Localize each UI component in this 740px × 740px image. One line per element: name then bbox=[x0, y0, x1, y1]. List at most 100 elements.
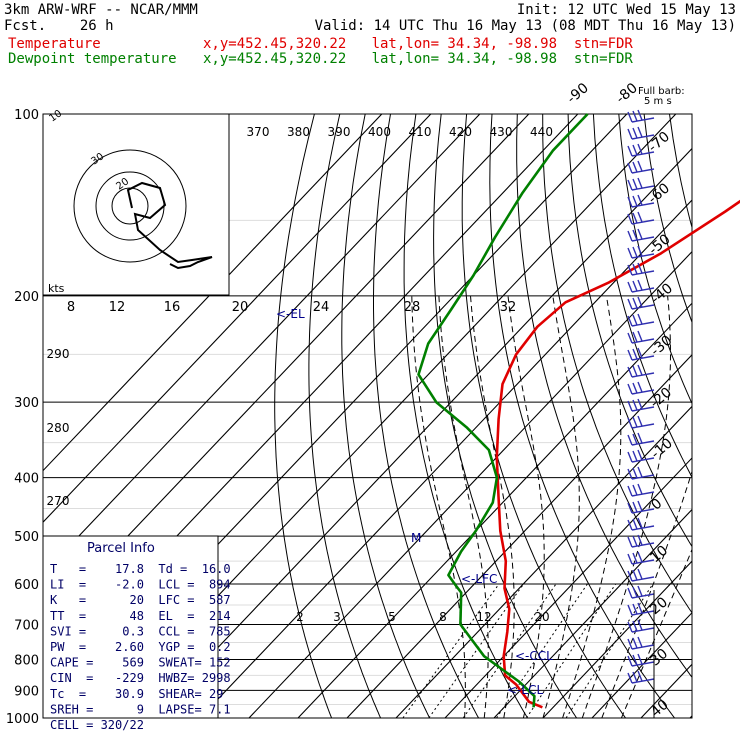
valid-time: Valid: 14 UTC Thu 16 May 13 (08 MDT Thu … bbox=[314, 18, 736, 34]
parcel-info-row: SVI = 0.3 CCL = 785 bbox=[50, 624, 231, 638]
isotherm bbox=[248, 250, 692, 718]
wind-barb-shaft bbox=[631, 457, 655, 463]
wind-barb-flag bbox=[627, 451, 633, 463]
theta-label-390: 390 bbox=[328, 125, 351, 139]
marker-lcl: <-LCL bbox=[507, 683, 543, 697]
wind-barb-flag bbox=[637, 517, 643, 529]
wind-barb-flag bbox=[627, 128, 633, 140]
wind-barb-flag bbox=[627, 298, 633, 310]
wind-barb-flag bbox=[637, 126, 643, 138]
wind-barb-shaft bbox=[631, 270, 655, 276]
wind-barb-shaft bbox=[631, 440, 655, 446]
model-title: 3km ARW-WRF -- NCAR/MMM bbox=[4, 2, 198, 18]
theta-label-430: 430 bbox=[490, 125, 513, 139]
wind-barb-flag bbox=[632, 195, 638, 207]
wind-barb-flag bbox=[627, 468, 633, 480]
wind-barb-shaft bbox=[631, 576, 655, 582]
isotherm bbox=[43, 114, 432, 524]
wind-barb-flag bbox=[637, 194, 643, 206]
wind-barb-flag bbox=[627, 604, 633, 616]
wind-barb-flag bbox=[632, 382, 638, 394]
theta-label-400: 400 bbox=[368, 125, 391, 139]
parcel-info-row: PW = 2.60 YGP = 0.2 bbox=[50, 640, 231, 654]
wind-barb-flag bbox=[632, 603, 638, 615]
legend-temperature-name: Temperature bbox=[8, 36, 101, 52]
wind-barb-shaft bbox=[631, 389, 655, 395]
wind-barb-flag bbox=[627, 638, 633, 650]
pressure-tick-200: 200 bbox=[14, 290, 39, 305]
wind-barb-flag bbox=[632, 365, 638, 377]
wind-barb-flag bbox=[637, 228, 643, 240]
wind-barb-flag bbox=[627, 315, 633, 327]
wind-barb-shaft bbox=[631, 168, 655, 174]
theta-label-410: 410 bbox=[409, 125, 432, 139]
wind-barb-flag bbox=[632, 433, 638, 445]
pressure-tick-400: 400 bbox=[14, 472, 39, 487]
wind-barb-flag bbox=[627, 400, 633, 412]
wind-barb-flag bbox=[632, 280, 638, 292]
dry-adiabat bbox=[618, 114, 692, 405]
isotherm bbox=[493, 508, 692, 718]
wind-barb-flag bbox=[637, 109, 643, 121]
wind-barb-flag bbox=[627, 162, 633, 174]
wind-barb-flag bbox=[627, 621, 633, 633]
wind-barb-flag bbox=[627, 672, 633, 684]
parcel-info-row: CELL = 320/22 bbox=[50, 718, 144, 732]
marker-m: M bbox=[411, 531, 421, 545]
dry-adiabat bbox=[567, 114, 692, 548]
theta-label-440: 440 bbox=[530, 125, 553, 139]
wind-barb-flag bbox=[632, 569, 638, 581]
temp-tick-0: 0 bbox=[648, 496, 665, 514]
temp-tick-20: 20 bbox=[647, 594, 671, 618]
wind-barb-flag bbox=[632, 110, 638, 122]
wind-barb-shaft bbox=[631, 117, 655, 123]
isotherm bbox=[43, 114, 383, 472]
barb-legend-title: Full barb: bbox=[638, 86, 685, 97]
hodograph-unit-label: kts bbox=[48, 282, 65, 295]
wind-barb-flag bbox=[627, 111, 633, 123]
mixing-ratio-label-5: 5 bbox=[388, 610, 396, 624]
wind-barb-flag bbox=[637, 432, 643, 444]
wind-barb-flag bbox=[637, 347, 643, 359]
theta-e-label-290: 290 bbox=[47, 347, 70, 361]
dry-adiabat bbox=[403, 114, 529, 718]
isotherm bbox=[199, 199, 692, 718]
moist-adiabat bbox=[562, 295, 622, 718]
wind-barb-flag bbox=[637, 398, 643, 410]
wind-barb-flag bbox=[627, 145, 633, 157]
wind-barb-flag bbox=[632, 484, 638, 496]
wind-barb-shaft bbox=[631, 491, 655, 497]
wind-barb-shaft bbox=[631, 185, 655, 191]
dry-adiabat bbox=[308, 114, 382, 718]
parcel-info-row: Tc = 30.9 SHEAR= 29 bbox=[50, 687, 223, 701]
mixing-ratio-line bbox=[565, 583, 654, 718]
wind-barb-flag bbox=[627, 349, 633, 361]
pressure-tick-800: 800 bbox=[14, 653, 39, 668]
wind-barb-shaft bbox=[631, 644, 655, 650]
wind-barb-flag bbox=[637, 653, 643, 665]
mixing-ratio-line bbox=[402, 583, 500, 718]
parcel-info-row: LI = -2.0 LCL = 894 bbox=[50, 578, 231, 592]
wind-barb-flag bbox=[632, 586, 638, 598]
temp-tick--90: -90 bbox=[564, 80, 592, 107]
wind-speed-label-8: 8 bbox=[67, 300, 75, 315]
wind-speed-label-12: 12 bbox=[109, 300, 126, 315]
wind-barb-flag bbox=[627, 281, 633, 293]
wind-barb-shaft bbox=[631, 678, 655, 684]
wind-barb-flag bbox=[627, 519, 633, 531]
wind-barb-flag bbox=[632, 229, 638, 241]
barb-legend-value: 5 m s bbox=[644, 96, 672, 107]
pressure-tick-300: 300 bbox=[14, 396, 39, 411]
mixing-ratio-label-2: 2 bbox=[296, 610, 304, 624]
wind-barb-shaft bbox=[631, 219, 655, 225]
wind-barb-flag bbox=[637, 483, 643, 495]
wind-barb-shaft bbox=[631, 287, 655, 293]
isotherm bbox=[395, 405, 692, 718]
wind-barb-flag bbox=[637, 466, 643, 478]
isotherm bbox=[43, 114, 481, 575]
wind-barb-flag bbox=[637, 551, 643, 563]
wind-barb-flag bbox=[632, 246, 638, 258]
dry-adiabat bbox=[542, 114, 692, 614]
wind-barb-shaft bbox=[631, 202, 655, 208]
moist-adiabat bbox=[411, 295, 466, 718]
